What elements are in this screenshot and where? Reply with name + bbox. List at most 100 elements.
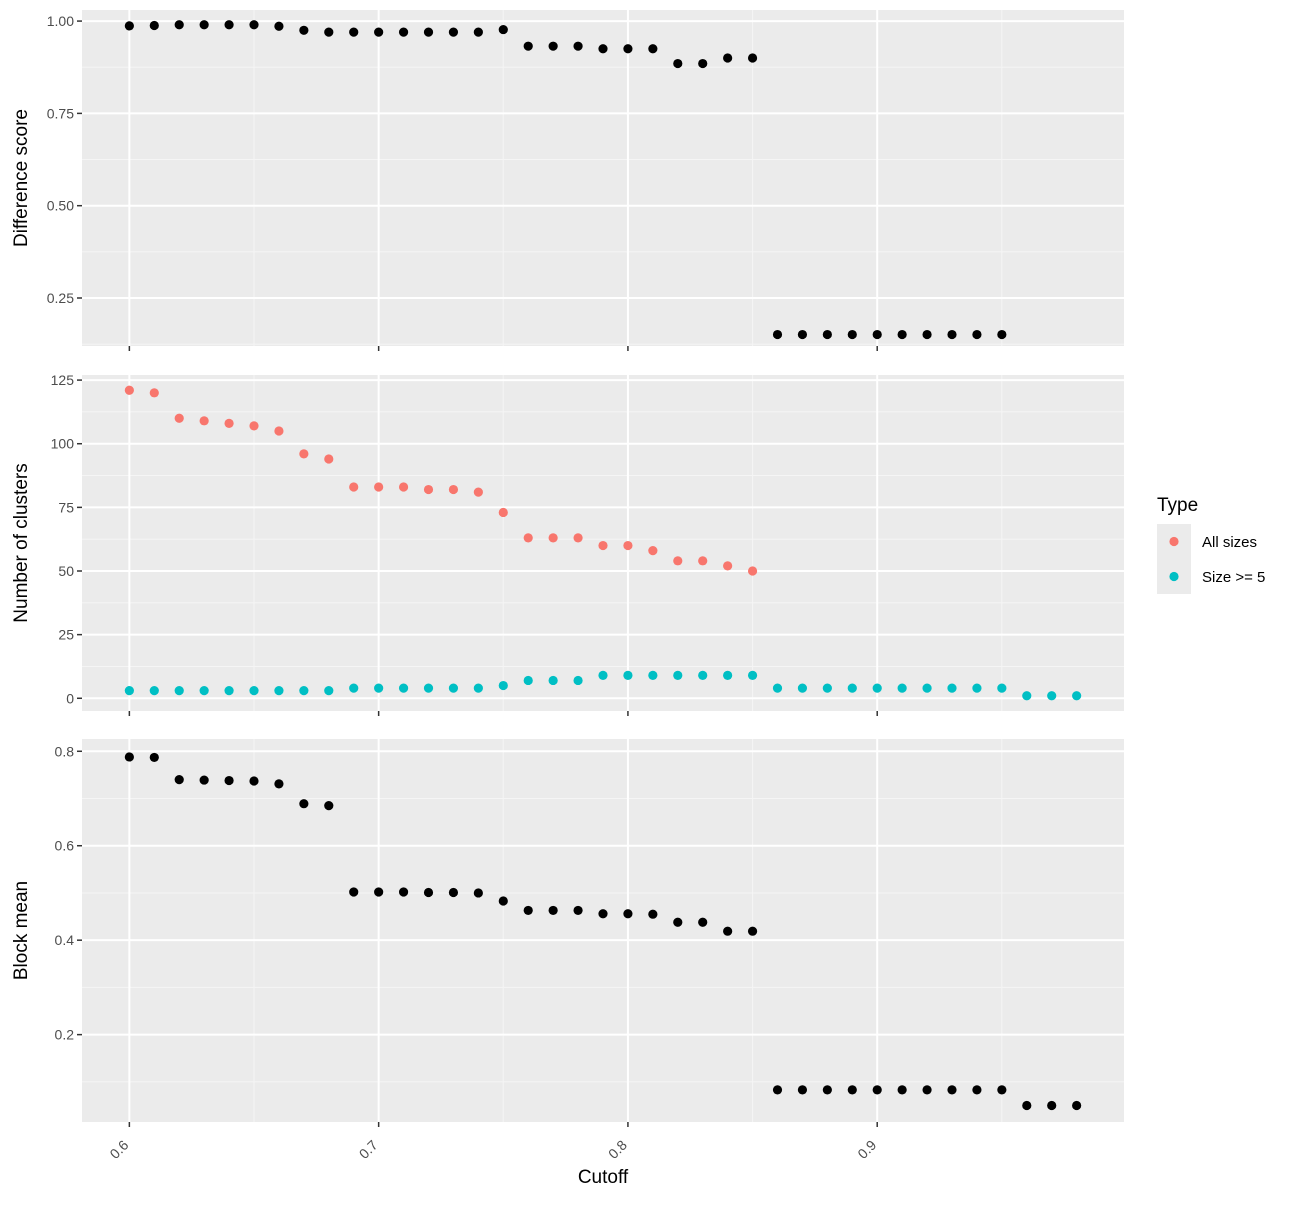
data-point [523,41,533,51]
legend-key-dot [1169,536,1179,547]
y-tick-label: 25 [58,627,74,643]
data-point [299,799,309,809]
data-point [797,683,808,693]
data-point [224,20,234,30]
x-tick-label: 0.7 [356,1137,381,1162]
data-point [897,329,907,340]
data-point [673,58,683,69]
data-point [922,1085,932,1095]
data-point [872,329,882,340]
data-point [124,385,134,395]
data-point [374,482,384,492]
data-point [124,686,134,696]
data-point [374,683,384,693]
data-point [623,670,633,680]
data-point [897,1085,907,1095]
data-point [299,449,309,459]
y-tick-label: 0 [66,690,74,706]
data-point [598,909,608,919]
data-point [124,752,134,762]
data-point [698,58,708,69]
difference-score-axis-title: Difference score [11,109,32,247]
data-point [847,683,857,693]
number-of-clusters-panel: 0 25 50 75 100 125 Number of clusters [11,372,1124,716]
data-point [174,20,184,30]
block-mean-panel-background [82,739,1124,1122]
data-point [1022,1100,1032,1111]
data-point [324,800,334,811]
data-point [947,329,957,340]
data-point [698,556,708,566]
data-point [299,25,309,35]
data-point [398,482,409,492]
data-point [349,482,359,492]
data-point [548,533,558,543]
x-tick-label: 0.8 [605,1137,630,1162]
data-point [324,454,334,464]
data-point [448,27,459,37]
data-point [822,1085,832,1095]
data-point [1072,1100,1082,1111]
data-point [772,1085,783,1095]
y-tick-label: 125 [51,372,75,388]
data-point [772,329,783,340]
y-tick-label: 50 [58,563,74,579]
block-mean-panel: 0.2 0.4 0.6 0.8 Block mean 0.6 0.7 0.8 0.9 Cutoff [11,739,1124,1188]
data-point [473,888,483,898]
data-point [698,917,708,927]
data-point [797,329,808,340]
data-point [797,1085,808,1095]
data-point [822,683,832,693]
data-point [972,1085,982,1095]
data-point [498,507,508,518]
data-point [149,388,159,398]
y-tick-label: 0.75 [47,105,74,121]
data-point [947,1085,957,1095]
data-point [249,421,259,431]
data-point [374,27,384,37]
data-point [648,44,658,54]
data-point [498,896,508,906]
data-point [224,775,234,786]
data-point [573,905,583,916]
data-point [199,775,209,785]
data-point [174,775,184,785]
data-point [274,686,284,696]
x-axis-title: Cutoff [578,1167,629,1188]
data-point [498,680,508,691]
data-point [523,905,533,916]
data-point [149,20,159,31]
data-point [872,683,882,693]
difference-score-panel-background [82,10,1124,346]
data-point [324,686,334,696]
data-point [149,752,159,763]
data-point [747,566,758,576]
y-tick-label: 100 [51,436,75,452]
data-point [573,675,583,686]
data-point [548,905,558,916]
data-point [673,556,683,566]
data-point [548,675,558,686]
y-tick-label: 0.4 [55,932,75,948]
data-point [423,484,434,495]
data-point [448,484,459,495]
data-point [972,683,982,693]
data-point [423,887,434,898]
y-tick-label: 75 [58,499,74,515]
data-point [448,887,459,898]
data-point [623,44,633,54]
data-point [374,887,384,897]
data-point [723,53,733,63]
data-point [249,776,259,786]
data-point [847,1085,857,1095]
data-point [473,487,483,497]
data-point [473,27,483,37]
data-point [349,27,359,37]
data-point [174,686,184,696]
data-point [573,41,583,51]
data-point [349,887,359,897]
y-tick-label: 1.00 [47,13,74,29]
data-point [947,683,957,693]
x-tick-label: 0.9 [854,1137,879,1162]
